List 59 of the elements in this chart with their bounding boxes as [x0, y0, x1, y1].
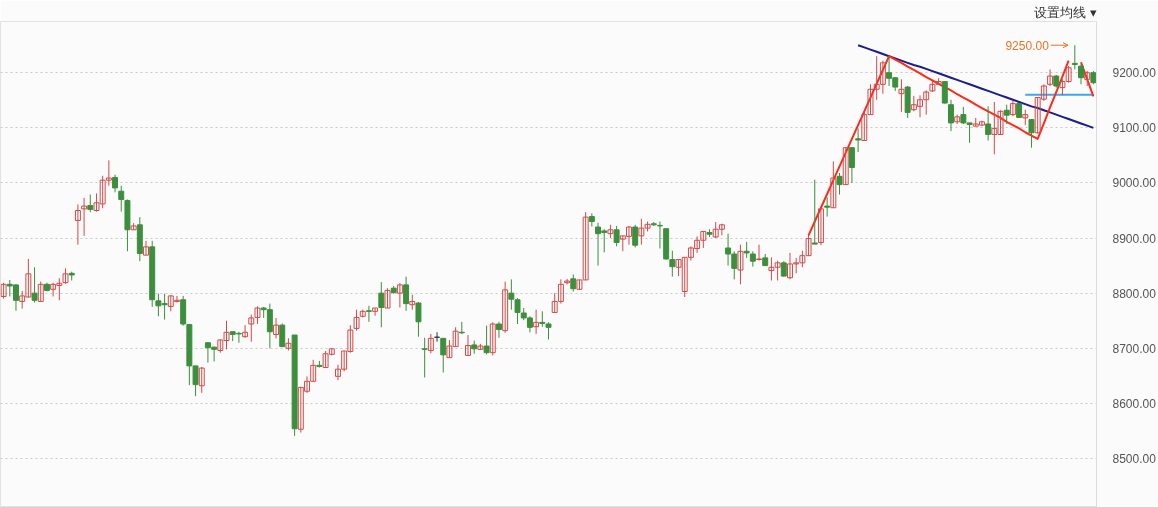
candlestick	[143, 240, 149, 256]
candlestick	[198, 366, 205, 394]
candlestick	[242, 324, 249, 339]
y-tick-label: 9000.00	[1112, 176, 1157, 191]
y-tick-label: 8800.00	[1112, 286, 1157, 301]
candlestick	[415, 301, 422, 338]
candlestick	[1009, 100, 1016, 117]
candlestick	[483, 325, 490, 355]
candlestick	[372, 307, 379, 317]
candlestick	[353, 309, 360, 332]
candlestick	[811, 179, 818, 245]
candlestick	[848, 146, 855, 184]
candlestick	[1028, 118, 1035, 149]
y-tick-label: 8500.00	[1112, 451, 1157, 466]
candlestick	[273, 317, 280, 339]
candlestick	[378, 281, 385, 328]
annotation: 9250.00	[1005, 38, 1050, 53]
candlestick	[489, 321, 496, 356]
y-tick-label: 9100.00	[1112, 121, 1157, 136]
candlestick	[985, 105, 992, 142]
candlestick	[427, 333, 434, 354]
candlestick	[502, 281, 509, 334]
y-tick-label: 8700.00	[1112, 341, 1157, 356]
candlestick	[81, 197, 88, 237]
candlestick	[440, 337, 447, 373]
candlestick	[817, 207, 824, 246]
candlestick	[533, 309, 540, 335]
candlestick	[824, 196, 831, 218]
candlestick	[656, 221, 663, 250]
candlestick	[948, 99, 954, 132]
candlestick	[941, 80, 948, 105]
candlestick	[842, 147, 849, 186]
candlestick	[1078, 63, 1084, 85]
candlestick	[836, 172, 843, 196]
candlestick	[74, 203, 81, 246]
candlestick	[898, 78, 905, 113]
candlestick	[632, 224, 639, 248]
candlestick	[396, 282, 403, 308]
candlestick	[613, 225, 620, 247]
candlestick	[737, 244, 744, 285]
text: 设置均线 ▾	[1033, 4, 1097, 20]
candlestick	[830, 160, 837, 209]
candlestick	[756, 244, 763, 262]
candlestick	[365, 305, 372, 323]
candlestick	[403, 276, 410, 312]
candlestick	[1003, 104, 1010, 125]
candlestick	[118, 185, 125, 213]
y-tick-label: 8900.00	[1112, 231, 1157, 246]
y-tick-label: 9200.00	[1112, 66, 1157, 81]
candlestick	[37, 281, 44, 302]
candlestick	[1047, 68, 1054, 87]
candlestick	[31, 266, 38, 304]
y-tick-label: 8600.00	[1112, 396, 1157, 411]
candlestick	[495, 321, 502, 339]
candlestick	[421, 337, 428, 378]
candlestick	[465, 334, 471, 356]
candlestick	[1071, 44, 1078, 70]
candlestick	[384, 287, 391, 309]
candlestick	[855, 127, 862, 153]
